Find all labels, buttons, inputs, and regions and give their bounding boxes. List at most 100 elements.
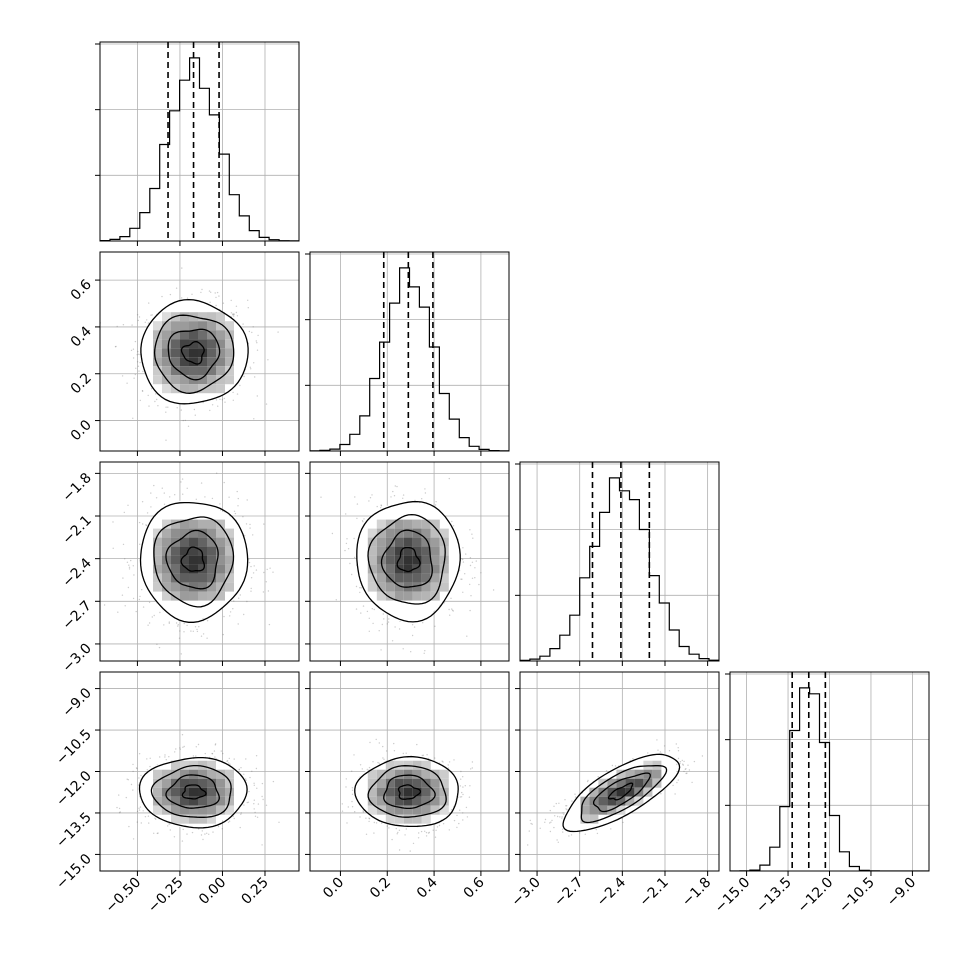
- density-cell: [198, 312, 207, 322]
- contour-level-2: [153, 516, 235, 608]
- sample-point: [243, 375, 245, 378]
- sample-point: [146, 512, 149, 514]
- sample-point: [250, 565, 252, 568]
- density-cell: [385, 537, 395, 547]
- density-cell: [207, 778, 216, 788]
- sample-point: [380, 504, 382, 506]
- density-cell: [180, 573, 189, 583]
- density-cell: [216, 796, 225, 806]
- sample-point: [122, 324, 125, 326]
- density-cell: [162, 591, 171, 601]
- sample-point: [243, 613, 245, 616]
- sample-point: [156, 643, 158, 645]
- sample-point: [209, 301, 211, 303]
- sample-point: [253, 799, 255, 801]
- sample-point: [378, 742, 380, 744]
- density-cell: [430, 573, 440, 583]
- sample-point: [256, 342, 258, 344]
- contour-level-1: [139, 501, 249, 623]
- sample-point: [146, 769, 148, 771]
- sample-point: [470, 768, 472, 770]
- sample-point: [119, 811, 121, 813]
- density-cell: [180, 339, 189, 349]
- density-cell: [153, 357, 162, 367]
- sample-point: [448, 477, 450, 480]
- sample-point: [250, 587, 252, 590]
- sample-point: [144, 321, 146, 323]
- density-cell: [376, 591, 386, 601]
- sample-point: [228, 757, 230, 760]
- sample-point: [351, 800, 353, 803]
- sample-point: [112, 547, 114, 549]
- density-cell: [171, 366, 180, 376]
- sample-point: [147, 322, 150, 324]
- sample-point: [263, 523, 265, 525]
- sample-point: [359, 587, 361, 589]
- sample-point: [468, 796, 471, 798]
- sample-point: [428, 831, 430, 834]
- sample-point: [248, 558, 250, 560]
- sample-point: [165, 406, 167, 408]
- sample-point: [272, 571, 274, 573]
- sample-point: [118, 812, 121, 814]
- sample-point: [357, 453, 358, 454]
- scatter-panel-2-0: [95, 461, 300, 666]
- sample-point: [345, 778, 347, 780]
- sample-point: [201, 288, 203, 291]
- sample-point: [173, 836, 176, 838]
- sample-point: [137, 350, 139, 353]
- sample-point: [230, 312, 233, 314]
- sample-point: [424, 492, 427, 494]
- sample-point: [127, 586, 130, 589]
- density-cell: [207, 814, 216, 824]
- sample-point: [118, 807, 121, 810]
- sample-point: [142, 810, 144, 812]
- density-cell: [171, 339, 180, 349]
- sample-point: [140, 822, 142, 824]
- sample-point: [186, 833, 188, 835]
- density-cell: [153, 375, 162, 385]
- sample-point: [421, 498, 423, 500]
- sample-point: [447, 767, 450, 769]
- sample-point: [138, 807, 140, 809]
- density-cell: [153, 528, 162, 538]
- sample-point: [180, 409, 182, 411]
- density-cell: [207, 805, 216, 815]
- density-cell: [225, 375, 234, 385]
- density-cell: [394, 573, 404, 583]
- sample-point: [184, 419, 186, 422]
- sample-point: [177, 625, 179, 627]
- density-cell: [162, 339, 171, 349]
- sample-point: [136, 767, 138, 770]
- sample-point: [138, 777, 140, 779]
- density-cell: [171, 582, 180, 592]
- density-cell: [198, 330, 207, 340]
- density-cell: [180, 330, 189, 340]
- sample-point: [182, 828, 184, 831]
- density-cell: [207, 573, 216, 583]
- sample-point: [248, 561, 251, 564]
- density-cell: [189, 528, 198, 538]
- density-cell: [171, 519, 180, 529]
- density-cell: [216, 778, 225, 788]
- sample-point: [132, 789, 134, 791]
- sample-point: [215, 304, 217, 307]
- sample-point: [412, 842, 415, 845]
- density-cell: [153, 366, 162, 376]
- sample-point: [169, 823, 171, 825]
- sample-point: [436, 826, 439, 828]
- sample-point: [128, 568, 131, 570]
- density-cell: [430, 591, 440, 601]
- density-cell: [162, 778, 171, 788]
- density-cell: [162, 528, 171, 538]
- sample-point: [238, 597, 240, 599]
- sample-point: [252, 572, 255, 574]
- sample-point: [416, 743, 418, 746]
- sample-point: [137, 365, 140, 367]
- sample-point: [423, 652, 425, 654]
- density-cell: [403, 564, 413, 574]
- sample-point: [175, 287, 178, 289]
- density-cell: [180, 582, 189, 592]
- contour-level-1: [138, 756, 248, 829]
- density-cell: [171, 528, 180, 538]
